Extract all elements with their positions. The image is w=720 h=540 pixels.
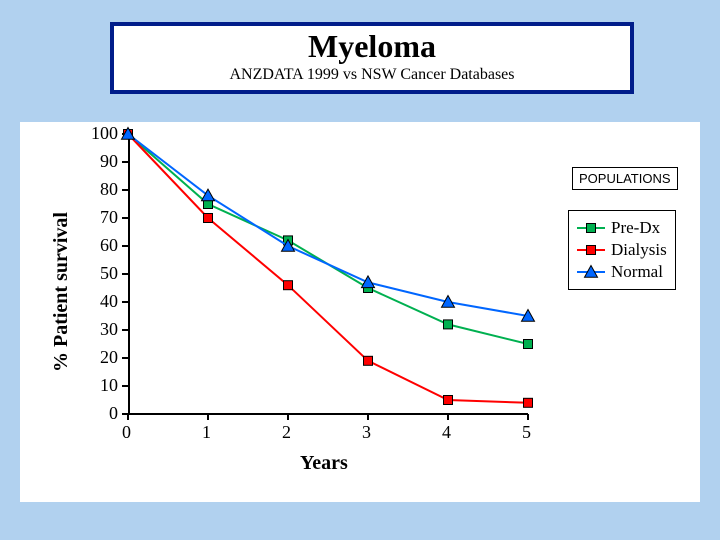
x-tick-label: 2	[282, 422, 291, 443]
series-marker	[444, 320, 453, 329]
series-line-pre-dx	[128, 134, 528, 344]
title-frame: Myeloma ANZDATA 1999 vs NSW Cancer Datab…	[110, 22, 634, 94]
y-tick-label: 40	[78, 291, 118, 312]
y-tick-label: 50	[78, 263, 118, 284]
series-marker	[524, 398, 533, 407]
series-line-normal	[128, 134, 528, 316]
series-marker	[284, 281, 293, 290]
plot-area: 0102030405060708090100012345	[128, 134, 528, 414]
series-svg	[128, 134, 528, 414]
y-tick-label: 60	[78, 235, 118, 256]
y-tick-label: 30	[78, 319, 118, 340]
chart-title: Myeloma	[122, 30, 622, 64]
x-tick-label: 1	[202, 422, 211, 443]
y-tick-label: 0	[78, 403, 118, 424]
legend-item: Normal	[577, 261, 667, 283]
legend-label: Normal	[611, 262, 663, 282]
legend: Pre-DxDialysisNormal	[568, 210, 676, 290]
y-axis-title: % Patient survival	[50, 212, 73, 372]
series-marker	[364, 356, 373, 365]
y-tick-label: 70	[78, 207, 118, 228]
legend-item: Dialysis	[577, 239, 667, 261]
series-marker	[524, 340, 533, 349]
series-marker	[444, 396, 453, 405]
populations-label: POPULATIONS	[572, 167, 678, 190]
series-line-dialysis	[128, 134, 528, 403]
series-marker	[204, 214, 213, 223]
x-axis-title: Years	[300, 452, 348, 475]
legend-label: Dialysis	[611, 240, 667, 260]
y-tick-label: 90	[78, 151, 118, 172]
y-tick-label: 10	[78, 375, 118, 396]
x-tick-label: 4	[442, 422, 451, 443]
y-tick-label: 80	[78, 179, 118, 200]
x-tick-label: 5	[522, 422, 531, 443]
chart-subtitle: ANZDATA 1999 vs NSW Cancer Databases	[122, 66, 622, 84]
legend-item: Pre-Dx	[577, 217, 667, 239]
legend-label: Pre-Dx	[611, 218, 660, 238]
y-tick-label: 20	[78, 347, 118, 368]
x-tick-label: 0	[122, 422, 131, 443]
series-marker	[362, 276, 375, 288]
x-tick-label: 3	[362, 422, 371, 443]
y-tick-label: 100	[78, 123, 118, 144]
chart-panel: % Patient survival Years 010203040506070…	[20, 122, 700, 502]
